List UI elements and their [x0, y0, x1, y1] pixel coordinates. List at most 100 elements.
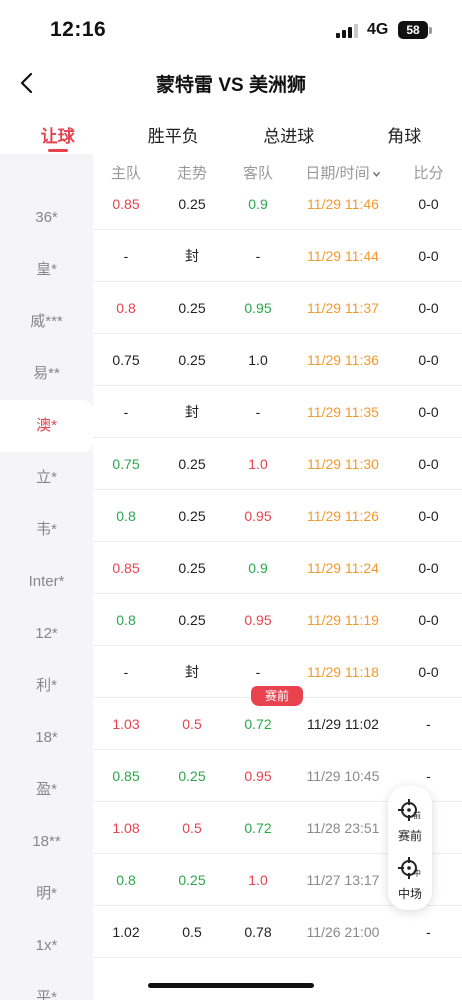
table-row[interactable]: 1.03 0.5 0.72 11/29 11:02 - 赛前: [93, 686, 462, 750]
cell-time: 11/29 11:44: [307, 248, 379, 264]
tab-1[interactable]: 胜平负: [116, 110, 232, 154]
header-score: 比分: [413, 165, 444, 182]
cell-score: 0-0: [418, 612, 439, 628]
header-away: 客队: [242, 165, 273, 182]
cell-trend: 0.25: [178, 456, 206, 472]
sidebar-item[interactable]: 盈*: [36, 781, 57, 798]
battery-icon: 58: [398, 21, 428, 39]
battery-tip: [429, 27, 432, 34]
cell-trend: 封: [185, 248, 199, 264]
cell-trend: 0.25: [178, 872, 206, 888]
cell-home: 1.02: [112, 924, 140, 940]
sidebar-item[interactable]: 18*: [35, 729, 58, 746]
cell-score: 0-0: [418, 560, 439, 576]
cell-away: 0.72: [244, 820, 272, 836]
cell-away: 0.95: [244, 300, 272, 316]
tab-2[interactable]: 总进球: [231, 110, 347, 154]
sidebar-item[interactable]: 威***: [30, 313, 63, 330]
table-row[interactable]: 0.85 0.25 0.9 11/29 11:46 0-0: [93, 194, 462, 230]
tab-bar: 让球 胜平负 总进球 角球: [0, 110, 462, 154]
cell-score: 0-0: [418, 352, 439, 368]
back-icon[interactable]: [14, 68, 44, 98]
table-row[interactable]: 1.02 0.5 0.78 11/26 21:00 -: [93, 906, 462, 958]
cell-time: 11/26 21:00: [306, 924, 380, 940]
sidebar-item[interactable]: 皇*: [36, 261, 57, 278]
cell-home: 0.85: [112, 196, 140, 212]
cell-away: 1.0: [248, 456, 268, 472]
cell-score: 0-0: [418, 456, 439, 472]
cell-score: 0-0: [418, 300, 439, 316]
cell-home: 0.8: [116, 612, 136, 628]
table-row[interactable]: 0.8 0.25 0.95 11/29 11:37 0-0: [93, 282, 462, 334]
cell-time: 11/29 11:24: [307, 560, 379, 576]
cell-away: 0.9: [248, 196, 268, 212]
table-row[interactable]: 0.8 0.25 0.95 11/29 11:26 0-0: [93, 490, 462, 542]
sidebar-item[interactable]: 澳*: [0, 400, 93, 452]
cell-time: 11/29 11:35: [307, 404, 379, 420]
page-title: 蒙特雷 VS 美洲狮: [156, 75, 306, 96]
table-header: 主队 走势 客队 日期/时间 比分: [93, 154, 462, 194]
table-row[interactable]: - 封 - 11/29 11:44 0-0: [93, 230, 462, 282]
pre-match-button[interactable]: 前 赛前: [388, 790, 432, 850]
sidebar-item[interactable]: 12*: [35, 625, 58, 642]
sidebar-item[interactable]: Inter*: [28, 573, 65, 590]
floating-action-panel: 前 赛前 中 中场: [388, 786, 432, 910]
header-datetime[interactable]: 日期/时间: [291, 154, 395, 194]
chevron-down-icon: [372, 171, 380, 177]
cell-time: 11/29 11:02: [307, 716, 379, 732]
cell-time: 11/29 11:26: [307, 508, 379, 524]
halftime-label: 中场: [397, 887, 422, 901]
table-row[interactable]: 0.75 0.25 1.0 11/29 11:30 0-0: [93, 438, 462, 490]
cell-time: 11/29 11:36: [307, 352, 379, 368]
cell-time: 11/27 13:17: [306, 872, 380, 888]
cell-away: -: [255, 664, 261, 680]
cell-score: 0-0: [418, 508, 439, 524]
table-row[interactable]: 0.85 0.25 0.95 11/29 10:45 -: [93, 750, 462, 802]
sidebar-item[interactable]: 利*: [36, 677, 57, 694]
table-row[interactable]: 0.8 0.25 0.95 11/29 11:19 0-0: [93, 594, 462, 646]
cell-score: 0-0: [418, 404, 439, 420]
cell-trend: 0.5: [182, 924, 202, 940]
cell-time: 11/29 11:19: [307, 612, 379, 628]
header-datetime-label: 日期/时间: [305, 165, 370, 182]
cell-home: -: [123, 404, 129, 420]
crosshair-icon: [398, 857, 417, 879]
cell-home: 0.8: [116, 508, 136, 524]
cell-time: 11/29 10:45: [306, 768, 380, 784]
halftime-button[interactable]: 中 中场: [388, 848, 432, 908]
cell-home: 1.08: [112, 820, 140, 836]
sidebar-item[interactable]: 立*: [36, 469, 57, 486]
cell-away: 1.0: [248, 872, 268, 888]
tab-underline: [47, 149, 68, 152]
tab-3[interactable]: 角球: [347, 110, 462, 154]
table-row[interactable]: 0.75 0.25 1.0 11/29 11:36 0-0: [93, 334, 462, 386]
sidebar-item[interactable]: 明*: [36, 885, 57, 902]
table-row[interactable]: 0.85 0.25 0.9 11/29 11:24 0-0: [93, 542, 462, 594]
cell-trend: 封: [185, 664, 199, 680]
tab-0[interactable]: 让球: [0, 110, 116, 154]
cell-score: 0-0: [418, 664, 439, 680]
home-indicator: [148, 983, 314, 988]
sidebar-item[interactable]: 36*: [35, 209, 58, 226]
header-home: 主队: [110, 165, 141, 182]
cell-home: 0.85: [112, 560, 140, 576]
sidebar-item[interactable]: 易**: [33, 365, 60, 382]
cell-home: 0.8: [116, 872, 136, 888]
pre-match-label: 赛前: [397, 829, 422, 843]
header-trend: 走势: [176, 165, 207, 182]
cell-home: 0.75: [112, 352, 140, 368]
cell-time: 11/29 11:46: [307, 196, 379, 212]
cell-score: -: [426, 924, 431, 940]
sidebar-item[interactable]: 18**: [32, 833, 61, 850]
cell-away: -: [255, 404, 261, 420]
cell-trend: 0.25: [178, 612, 206, 628]
table-row[interactable]: - 封 - 11/29 11:35 0-0: [93, 386, 462, 438]
sidebar-item[interactable]: 1x*: [35, 937, 58, 954]
cell-trend: 0.5: [182, 820, 202, 836]
odds-table: 0.85 0.25 0.9 11/29 11:46 0-0 - 封 - 11/29 11:44 0…: [93, 194, 462, 958]
cell-away: 0.95: [244, 612, 272, 628]
sidebar-item[interactable]: 韦*: [36, 521, 57, 538]
sidebar-item[interactable]: 平*: [36, 989, 57, 1000]
network-type: 4G: [367, 21, 389, 38]
